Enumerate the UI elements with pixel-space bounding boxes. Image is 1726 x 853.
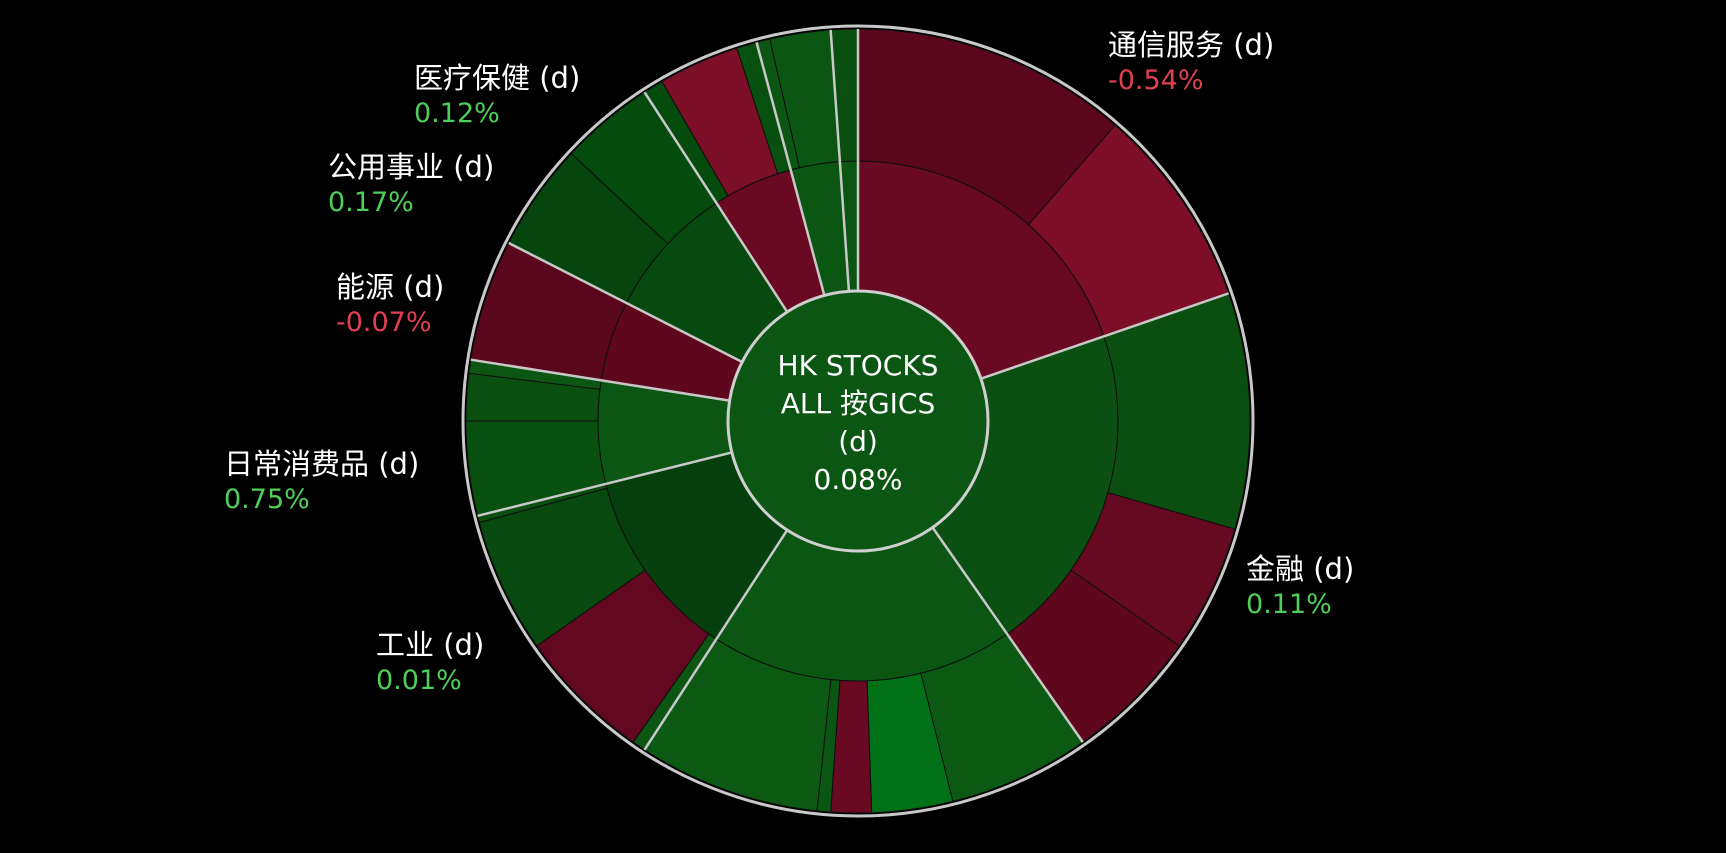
separator-line-1 — [931, 526, 1084, 743]
sector-value-health-care: 0.12% — [414, 98, 500, 129]
sector-label-consumer-staples: 日常消费品 (d) — [224, 447, 419, 481]
separator-line-3 — [477, 451, 733, 518]
separator-line-2 — [643, 529, 789, 751]
center-disc[interactable] — [726, 289, 990, 553]
sector-value-industrials: 0.01% — [376, 665, 462, 696]
sector-label-communication: 通信服务 (d) — [1108, 28, 1274, 62]
center-value: 0.08% — [814, 463, 903, 496]
separator-line-4 — [470, 358, 730, 402]
center-title-line-3: (d) — [838, 425, 878, 458]
separator-line-0 — [980, 292, 1230, 380]
sector-value-communication: -0.54% — [1108, 65, 1204, 96]
center-title-line-1: HK STOCKS — [778, 349, 939, 382]
sector-labels: 通信服务 (d) -0.54% 金融 (d) 0.11% 工业 (d) 0.01… — [224, 28, 1354, 696]
sector-label-utilities: 公用事业 (d) — [328, 150, 494, 184]
separator-line-6 — [643, 91, 789, 313]
sector-label-energy: 能源 (d) — [336, 270, 444, 304]
center-summary[interactable]: HK STOCKS ALL 按GICS (d) 0.08% — [726, 289, 990, 553]
center-title-line-2: ALL 按GICS — [781, 387, 936, 420]
separator-line-5 — [508, 241, 743, 364]
sunburst-rings — [465, 28, 1251, 814]
outer-ring-outline — [461, 24, 1255, 818]
sector-value-energy: -0.07% — [336, 307, 432, 338]
separator-line-7 — [755, 42, 826, 296]
sector-label-industrials: 工业 (d) — [376, 628, 484, 662]
separator-line-8 — [829, 29, 851, 292]
sector-label-health-care: 医疗保健 (d) — [414, 61, 580, 95]
sector-value-financials: 0.11% — [1246, 589, 1332, 620]
sector-value-consumer-staples: 0.75% — [224, 484, 310, 515]
sector-separators — [470, 29, 1230, 751]
sector-value-utilities: 0.17% — [328, 187, 414, 218]
sector-label-financials: 金融 (d) — [1246, 552, 1354, 586]
